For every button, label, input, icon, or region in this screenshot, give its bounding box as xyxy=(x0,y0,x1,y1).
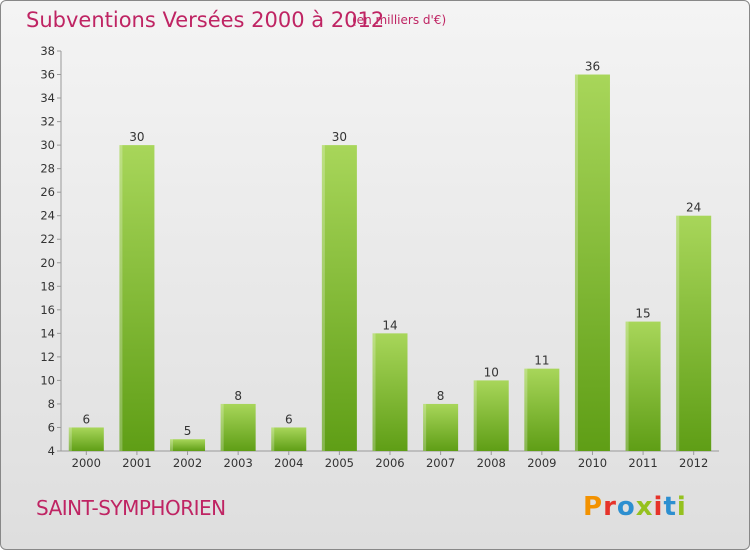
logo-letter: i xyxy=(653,492,664,522)
y-tick-label: 36 xyxy=(40,68,55,82)
y-tick-label: 34 xyxy=(40,91,55,105)
bar-2006 xyxy=(372,333,408,451)
data-label-2005: 30 xyxy=(332,130,347,144)
bar-highlight xyxy=(625,321,629,451)
bar-highlight xyxy=(170,439,174,451)
bar-highlight xyxy=(423,403,427,451)
y-tick-label: 12 xyxy=(40,350,55,364)
data-label-2001: 30 xyxy=(129,130,144,144)
x-tick-label-2001: 2001 xyxy=(122,456,151,470)
x-tick-label-2004: 2004 xyxy=(274,456,303,470)
y-tick-label: 10 xyxy=(40,373,55,387)
x-tick-label-2012: 2012 xyxy=(679,456,708,470)
data-label-2006: 14 xyxy=(382,318,397,332)
bar-highlight xyxy=(372,333,376,451)
bar-highlight xyxy=(524,368,528,451)
x-tick-label-2000: 2000 xyxy=(72,456,101,470)
data-label-2012: 24 xyxy=(686,201,701,215)
commune-name: SAINT-SYMPHORIEN xyxy=(36,496,226,520)
data-label-2002: 5 xyxy=(184,424,192,438)
y-tick-label: 6 xyxy=(48,420,55,434)
y-tick-label: 24 xyxy=(40,209,55,223)
x-tick-label-2007: 2007 xyxy=(426,456,455,470)
bar-2001 xyxy=(119,145,155,451)
y-tick-label: 30 xyxy=(40,138,55,152)
logo-letter: x xyxy=(635,492,654,522)
x-tick-label-2006: 2006 xyxy=(375,456,404,470)
bar-highlight xyxy=(220,403,224,451)
x-tick-label-2009: 2009 xyxy=(527,456,556,470)
y-tick-label: 16 xyxy=(40,303,55,317)
y-tick-label: 4 xyxy=(48,444,55,458)
chart-subtitle: (en milliers d'€) xyxy=(352,13,447,27)
bar-highlight xyxy=(473,380,477,451)
bar-2011 xyxy=(625,321,661,451)
bar-highlight xyxy=(321,145,325,451)
bar-2012 xyxy=(676,215,712,451)
bar-2003 xyxy=(220,403,256,451)
bar-2007 xyxy=(423,403,459,451)
logo-letter: r xyxy=(603,492,617,522)
bar-2002 xyxy=(170,439,206,451)
bar-highlight xyxy=(676,215,680,451)
bar-highlight xyxy=(574,74,578,451)
bar-2005 xyxy=(321,145,357,451)
bar-highlight xyxy=(68,427,72,451)
bar-series: 6 30 5 8 6 30 14 8 10 11 36 15 24 xyxy=(68,60,712,451)
data-label-2000: 6 xyxy=(82,412,90,426)
bar-2008 xyxy=(473,380,509,451)
y-tick-label: 28 xyxy=(40,162,55,176)
data-label-2004: 6 xyxy=(285,412,293,426)
x-tick-label-2005: 2005 xyxy=(325,456,354,470)
chart-axes: 4 6 8 10 12 14 16 18 20 22 24 26 28 30 32 34 36 38 2000 200… xyxy=(40,44,719,470)
y-tick-label: 38 xyxy=(40,44,55,58)
data-label-2010: 36 xyxy=(585,60,600,74)
logo-letter: P xyxy=(583,492,604,522)
y-tick-label: 14 xyxy=(40,326,55,340)
bar-2010 xyxy=(574,74,610,451)
y-tick-label: 8 xyxy=(48,397,55,411)
x-tick-label-2008: 2008 xyxy=(477,456,506,470)
x-tick-label-2011: 2011 xyxy=(628,456,657,470)
y-tick-label: 26 xyxy=(40,185,55,199)
bar-2000 xyxy=(68,427,104,451)
logo-letter: i xyxy=(676,492,687,522)
bar-highlight xyxy=(271,427,275,451)
logo-letter: o xyxy=(616,492,636,522)
data-label-2007: 8 xyxy=(437,389,445,403)
data-label-2003: 8 xyxy=(234,389,242,403)
x-tick-label-2002: 2002 xyxy=(173,456,202,470)
data-label-2011: 15 xyxy=(635,307,650,321)
bar-2004 xyxy=(271,427,307,451)
proxiti-logo: Proxiti xyxy=(583,492,687,522)
y-tick-label: 32 xyxy=(40,115,55,129)
y-tick-label: 22 xyxy=(40,232,55,246)
x-tick-label-2010: 2010 xyxy=(578,456,607,470)
bar-2009 xyxy=(524,368,560,451)
bar-highlight xyxy=(119,145,123,451)
data-label-2009: 11 xyxy=(534,354,549,368)
y-tick-label: 20 xyxy=(40,256,55,270)
data-label-2008: 10 xyxy=(484,365,499,379)
logo-letter: t xyxy=(663,492,677,522)
chart-title: Subventions Versées 2000 à 2012 xyxy=(26,8,385,32)
y-tick-label: 18 xyxy=(40,279,55,293)
x-tick-label-2003: 2003 xyxy=(224,456,253,470)
